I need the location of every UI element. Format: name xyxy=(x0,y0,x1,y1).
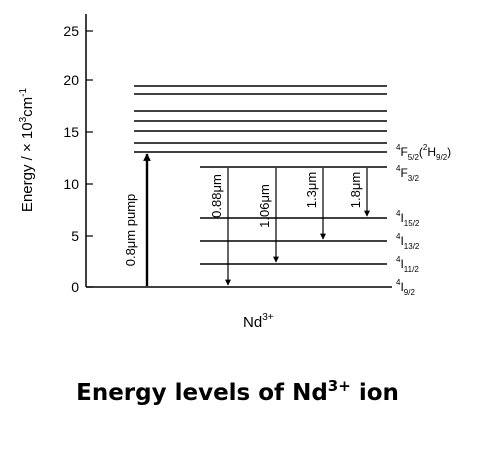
tick-label-5: 5 xyxy=(71,228,79,244)
level-i15-label: 4I15/2 xyxy=(396,209,420,228)
level-ground-label: 4I9/2 xyxy=(396,278,415,297)
tick-label-15: 15 xyxy=(63,124,79,140)
tick-label-20: 20 xyxy=(63,72,79,88)
tick-label-10: 10 xyxy=(63,176,79,192)
y-ticks xyxy=(86,30,93,288)
upper-levels xyxy=(134,85,387,153)
level-i13-label: 4I13/2 xyxy=(396,232,420,251)
tick-label-25: 25 xyxy=(63,23,79,39)
y-axis-label: Energy / × 103cm-1 xyxy=(18,88,36,213)
x-axis-label: Nd3+ xyxy=(243,312,274,331)
transition-18-label: 1.8μm xyxy=(348,172,363,208)
level-i11-label: 4I11/2 xyxy=(396,255,419,274)
caption-suffix: ion xyxy=(350,380,399,406)
tick-label-0: 0 xyxy=(71,279,79,295)
transition-106-label: 1.06μm xyxy=(257,184,272,228)
level-f52-label: 4F5/2(2H9/2) xyxy=(396,143,451,162)
figure-caption: Energy levels of Nd3+ ion xyxy=(0,377,475,407)
caption-superscript: 3+ xyxy=(327,377,351,395)
energy-level-diagram: 0 5 10 15 20 25 Energy / × 103cm-1 0.8μm… xyxy=(18,14,451,331)
transition-13-label: 1.3μm xyxy=(304,172,319,208)
caption-text: Energy levels of Nd xyxy=(76,380,328,406)
level-f32-label: 4F3/2 xyxy=(396,164,419,183)
transition-088-label: 0.88μm xyxy=(209,174,224,218)
pump-label: 0.8μm pump xyxy=(123,194,138,267)
